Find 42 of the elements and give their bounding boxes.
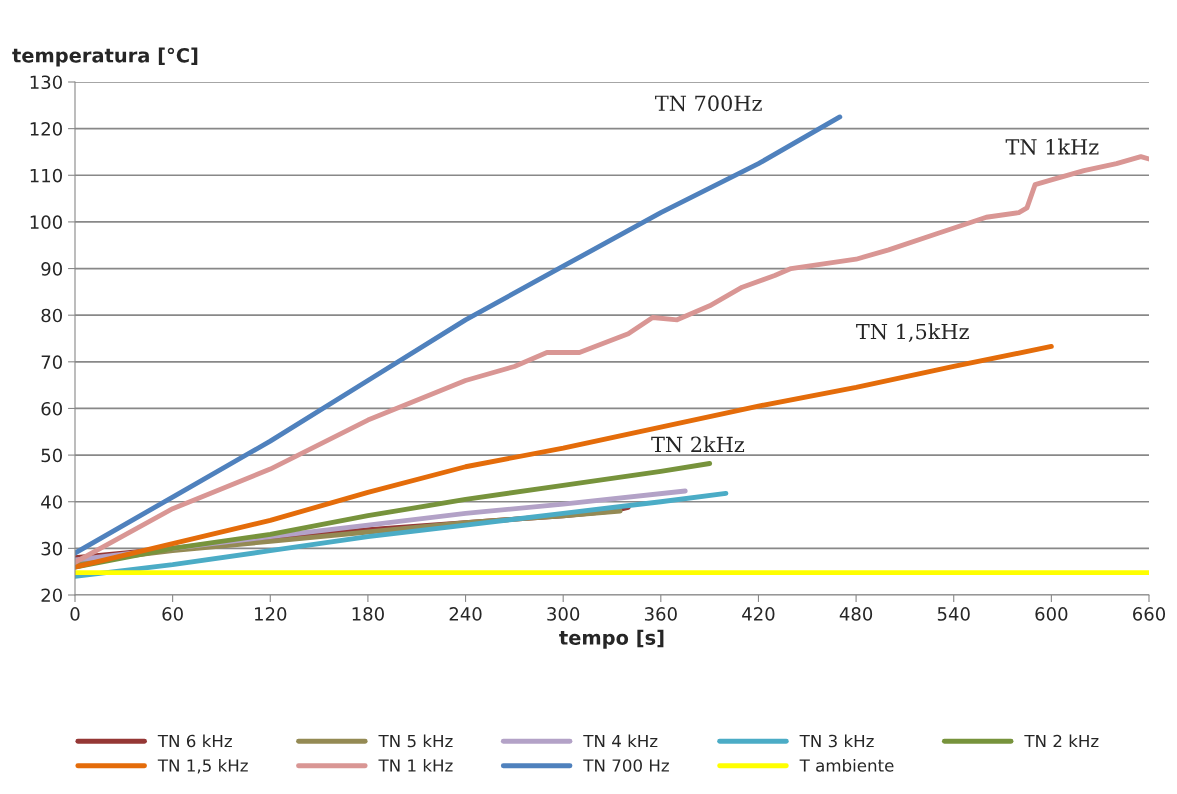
annotation: TN 1kHz bbox=[1005, 138, 1099, 155]
x-tick-label: 0 bbox=[70, 607, 80, 621]
y-tick-label: 120 bbox=[30, 122, 62, 136]
y-tick-label: 50 bbox=[41, 448, 62, 463]
x-tick-label: 480 bbox=[839, 607, 873, 621]
x-tick-label: 420 bbox=[742, 607, 775, 621]
y-tick-label: 80 bbox=[41, 308, 62, 323]
legend-label: TN 6 kHz bbox=[157, 734, 232, 748]
x-tick-label: 180 bbox=[352, 607, 384, 621]
x-tick-label: 660 bbox=[1133, 607, 1166, 621]
x-tick-label: 300 bbox=[547, 607, 580, 621]
x-tick-label: 60 bbox=[162, 607, 183, 621]
x-tick-label: 240 bbox=[449, 607, 482, 621]
line-series bbox=[75, 344, 1054, 570]
y-tick-label: 60 bbox=[41, 401, 62, 416]
legend-label: TN 700 Hz bbox=[583, 759, 669, 772]
legend-label: T ambiente bbox=[799, 758, 894, 772]
legend-label: TN 2 kHz bbox=[1024, 734, 1099, 748]
y-tick-label: 110 bbox=[30, 168, 62, 183]
annotation: TN 1,5kHz bbox=[856, 323, 969, 342]
y-tick-label: 90 bbox=[41, 262, 62, 276]
y-axis-title: temperatura [°C] bbox=[12, 47, 198, 67]
x-tick-label: 600 bbox=[1035, 607, 1068, 621]
line-series bbox=[75, 114, 843, 556]
legend-label: TN 1 kHz bbox=[378, 758, 453, 772]
annotation: TN 700Hz bbox=[655, 95, 762, 112]
annotation: TN 2kHz bbox=[651, 436, 745, 453]
legend-label: TN 1,5 kHz bbox=[157, 758, 248, 774]
y-tick-label: 40 bbox=[41, 495, 62, 509]
y-tick-label: 100 bbox=[30, 215, 62, 230]
x-tick-label: 540 bbox=[937, 607, 970, 621]
x-tick-label: 120 bbox=[255, 607, 287, 621]
legend-label: TN 4 kHz bbox=[583, 734, 658, 748]
legend-label: TN 3 kHz bbox=[799, 734, 874, 748]
y-tick-label: 30 bbox=[41, 541, 62, 556]
legend-label: TN 5 kHz bbox=[378, 734, 453, 748]
y-tick-label: 20 bbox=[41, 588, 62, 603]
x-tick-label: 360 bbox=[644, 607, 677, 621]
y-tick-label: 70 bbox=[41, 355, 62, 369]
y-tick-label: 130 bbox=[30, 75, 62, 90]
line-series bbox=[75, 490, 729, 579]
x-axis-title: tempo [s] bbox=[559, 629, 664, 649]
